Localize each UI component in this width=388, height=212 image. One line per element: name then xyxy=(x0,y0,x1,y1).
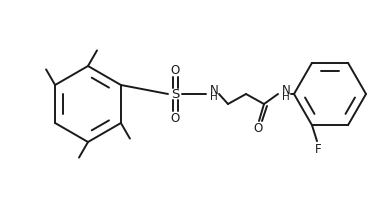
Text: N: N xyxy=(210,84,218,96)
Text: O: O xyxy=(253,123,263,135)
Text: O: O xyxy=(170,64,180,77)
Text: H: H xyxy=(282,92,290,102)
Text: F: F xyxy=(315,143,321,156)
Text: O: O xyxy=(170,112,180,124)
Text: H: H xyxy=(210,92,218,102)
Text: N: N xyxy=(282,84,290,96)
Text: S: S xyxy=(171,88,179,100)
